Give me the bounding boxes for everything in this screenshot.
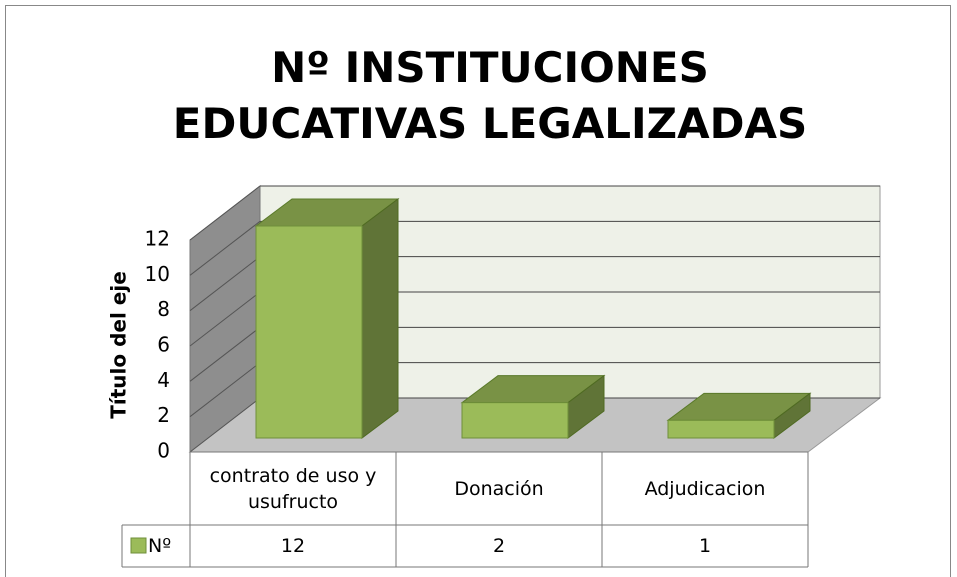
- y-tick-label: 10: [145, 262, 170, 286]
- chart-title: Nº INSTITUCIONES EDUCATIVAS LEGALIZADAS: [172, 43, 808, 148]
- bar: [255, 225, 363, 439]
- grid-line: [189, 220, 261, 276]
- table-value: 1: [698, 535, 712, 557]
- grid-line: [189, 362, 261, 418]
- y-tick-label: 8: [157, 297, 170, 321]
- legend-label: Nº: [148, 535, 172, 557]
- grid-line: [189, 397, 261, 453]
- y-axis-title: Título del eje: [107, 271, 131, 419]
- x-tick-label: Donación: [454, 477, 544, 500]
- grid-line: [189, 326, 261, 382]
- grid-line: [189, 185, 261, 241]
- grid-line: [189, 291, 261, 347]
- x-tick-label: contrato de uso y usufructo: [209, 464, 377, 513]
- y-tick-label: 2: [157, 403, 170, 427]
- legend-key: [130, 537, 147, 554]
- table-value: 2: [492, 535, 506, 557]
- y-tick-label: 4: [157, 368, 170, 392]
- bar-side: [361, 198, 399, 439]
- bar: [461, 402, 569, 439]
- bar: [667, 419, 775, 439]
- table-value: 12: [280, 535, 306, 557]
- x-tick-label: Adjudicacion: [644, 477, 766, 500]
- y-tick-label: 6: [157, 333, 170, 357]
- y-tick-label: 12: [145, 227, 170, 251]
- y-tick-label: 0: [157, 439, 170, 463]
- grid-line: [189, 256, 261, 312]
